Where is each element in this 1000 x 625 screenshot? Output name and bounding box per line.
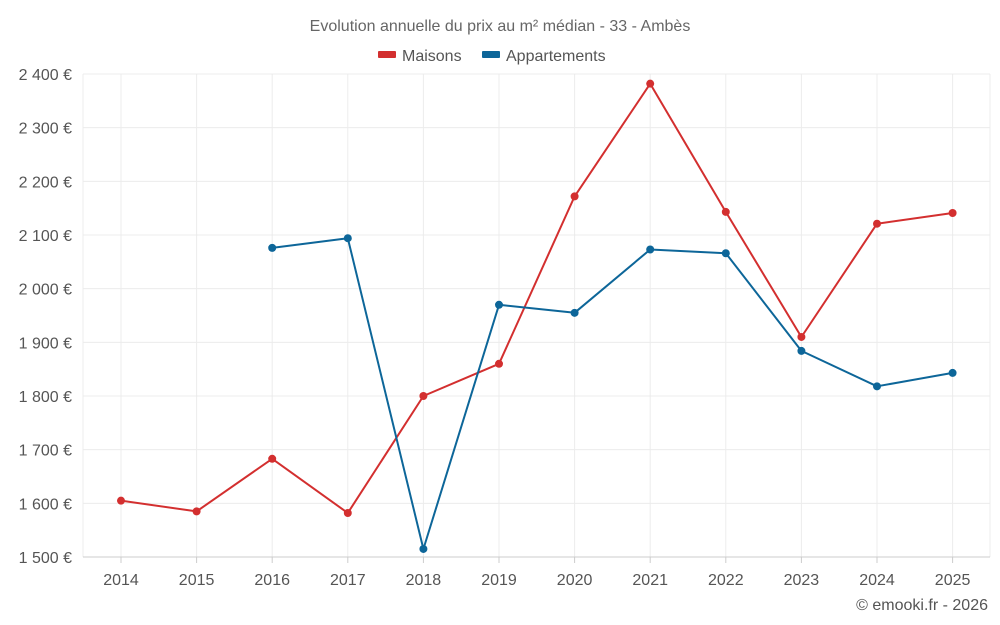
series-line-maisons	[120, 82, 953, 514]
x-tick-label: 2015	[179, 572, 215, 589]
y-tick-label: 1 500 €	[19, 550, 72, 567]
data-point-maisons	[192, 507, 201, 516]
data-point-maisons	[268, 454, 277, 463]
data-point-appartements	[495, 300, 503, 309]
legend-label-maisons: Maisons	[402, 48, 462, 65]
data-point-appartements	[343, 234, 352, 243]
data-point-maisons	[646, 79, 655, 88]
data-point-appartements	[721, 249, 730, 258]
data-point-maisons	[948, 208, 957, 217]
y-tick-label: 1 600 €	[19, 496, 72, 513]
legend-swatch-maisons	[378, 51, 396, 58]
grid	[82, 73, 991, 557]
x-tick-label: 2019	[481, 572, 517, 589]
series	[117, 79, 957, 553]
data-point-maisons	[343, 508, 352, 517]
data-point-maisons	[419, 392, 428, 400]
x-tick-label: 2022	[708, 572, 744, 589]
legend[interactable]: Maisons Appartements	[378, 48, 606, 65]
x-tick-label: 2021	[632, 572, 668, 589]
x-tick-label: 2018	[406, 572, 442, 589]
data-point-maisons	[797, 332, 806, 341]
series-appartements	[268, 234, 957, 553]
chart-title: Evolution annuelle du prix au m² médian …	[310, 18, 691, 35]
legend-swatch-appartements	[482, 51, 500, 58]
data-point-appartements	[646, 245, 655, 254]
x-tick-label: 2014	[103, 572, 139, 589]
x-tick-label: 2016	[254, 572, 290, 589]
data-point-appartements	[570, 308, 579, 317]
x-axis: 2014 2015 2016 2017 2018 2019 2020 2021 2022 2023…	[83, 556, 990, 589]
y-tick-label: 2 300 €	[19, 121, 72, 138]
x-tick-label: 2023	[784, 572, 820, 589]
legend-item-appartements[interactable]: Appartements	[482, 48, 606, 65]
x-tick-label: 2017	[330, 572, 366, 589]
data-point-maisons	[721, 207, 730, 216]
x-tick-label: 2025	[935, 572, 971, 589]
data-point-maisons	[495, 359, 503, 368]
data-point-maisons	[873, 219, 881, 228]
x-tick-label: 2020	[557, 572, 593, 589]
y-tick-label: 2 200 €	[19, 174, 72, 191]
y-tick-label: 2 000 €	[19, 282, 72, 299]
data-point-appartements	[948, 368, 957, 377]
y-tick-label: 2 400 €	[19, 67, 72, 84]
data-point-appartements	[797, 346, 806, 355]
y-tick-label: 2 100 €	[19, 228, 72, 245]
data-point-appartements	[419, 544, 428, 553]
data-point-maisons	[117, 496, 125, 505]
data-point-maisons	[570, 192, 579, 201]
legend-label-appartements: Appartements	[506, 48, 606, 65]
y-tick-label: 1 700 €	[19, 443, 72, 460]
y-axis: 1 500 € 1 600 € 1 700 € 1 800 € 1 900 € 2 000…	[19, 67, 72, 567]
series-line-appartements	[272, 237, 953, 550]
legend-item-maisons[interactable]: Maisons	[378, 48, 462, 65]
series-maisons	[117, 79, 957, 517]
y-tick-label: 1 900 €	[19, 335, 72, 352]
y-tick-label: 1 800 €	[19, 389, 72, 406]
data-point-appartements	[873, 382, 881, 391]
credit-text: © emooki.fr - 2026	[856, 597, 988, 614]
data-point-appartements	[268, 243, 277, 252]
x-tick-label: 2024	[859, 572, 895, 589]
